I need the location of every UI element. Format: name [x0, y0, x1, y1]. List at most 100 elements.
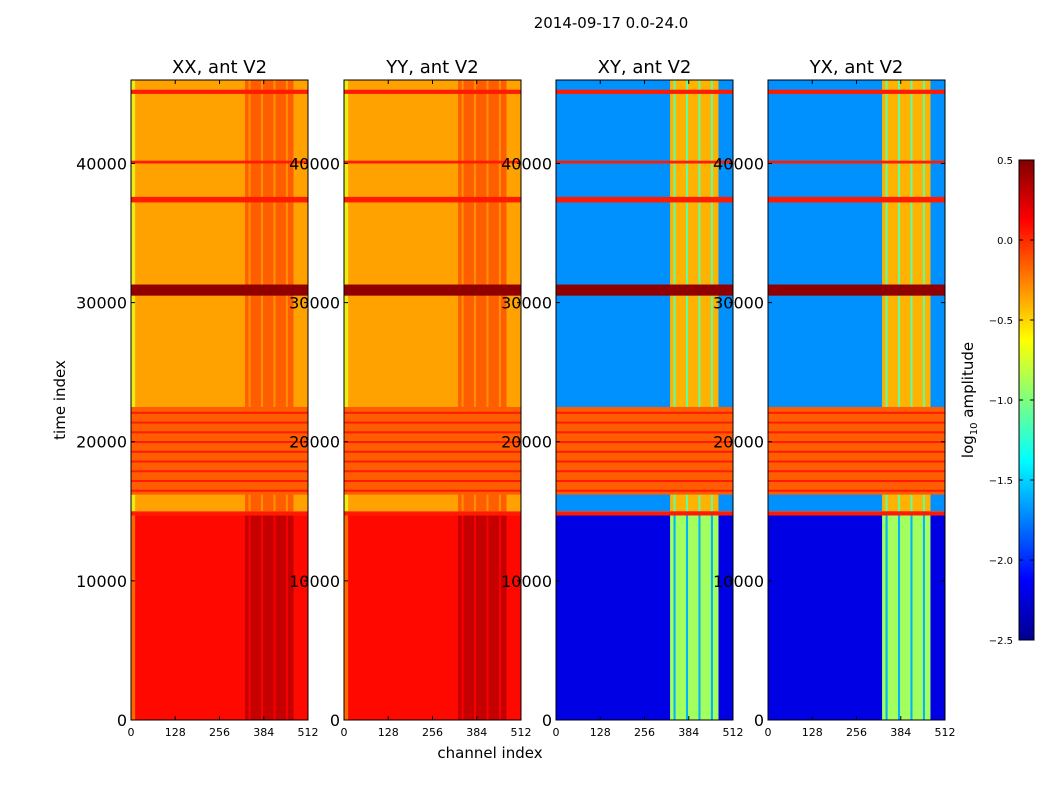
- x-tick-label: 512: [298, 726, 319, 739]
- flagged-stripe: [556, 489, 733, 492]
- panel-title: YX, ant V2: [809, 57, 904, 78]
- flagged-stripe: [344, 470, 521, 473]
- flagged-stripe: [344, 460, 521, 463]
- x-axis-label: channel index: [437, 744, 542, 762]
- x-tick-label: 384: [678, 726, 699, 739]
- y-axis-label: time index: [51, 360, 69, 440]
- heatmap-stripe: [273, 515, 276, 720]
- y-tick-label: 0: [542, 711, 552, 730]
- panel-title: XY, ant V2: [598, 57, 692, 78]
- x-tick-label: 256: [846, 726, 867, 739]
- flagged-band: [768, 511, 945, 516]
- heatmap-bright-band: [245, 515, 294, 720]
- colorbar-tick-label: −2.5: [989, 636, 1013, 647]
- colorbar-tick-label: −1.0: [989, 396, 1013, 407]
- flagged-stripe: [768, 470, 945, 473]
- x-tick-label: 128: [378, 726, 399, 739]
- heatmap-stripe: [885, 515, 888, 720]
- flagged-stripe: [131, 441, 308, 444]
- heatmap-stripe: [673, 515, 676, 720]
- flagged-band: [556, 160, 733, 164]
- flagged-band: [344, 196, 521, 203]
- x-tick-label: 256: [209, 726, 230, 739]
- x-tick-label: 128: [802, 726, 823, 739]
- panel-title: XX, ant V2: [172, 57, 267, 78]
- x-tick-label: 384: [253, 726, 274, 739]
- y-tick-label: 40000: [289, 154, 340, 173]
- y-tick-label: 30000: [289, 294, 340, 313]
- x-tick-label: 384: [890, 726, 911, 739]
- figure-title: 2014-09-17 0.0-24.0: [534, 14, 689, 32]
- flagged-band: [556, 196, 733, 203]
- x-tick-label: 0: [765, 726, 772, 739]
- y-tick-label: 0: [117, 711, 127, 730]
- heatmap-stripe: [710, 515, 713, 720]
- flagged-stripe: [768, 460, 945, 463]
- heatmap-stripe: [897, 515, 901, 720]
- flagged-stripe: [344, 421, 521, 424]
- heatmap-bright-band: [882, 515, 931, 720]
- flagged-stripe: [131, 450, 308, 453]
- heatmap-edge: [344, 515, 349, 720]
- flagged-stripe: [344, 431, 521, 434]
- colorbar-label-sub: 10: [969, 422, 980, 435]
- flagged-stripe: [556, 480, 733, 482]
- flagged-band: [131, 160, 308, 164]
- x-tick-label: 128: [590, 726, 611, 739]
- flagged-stripe: [131, 470, 308, 473]
- panel-4: YX, ant V2 0 128 256 384 512 0 10000 20000 30000 4…: [713, 57, 955, 739]
- flagged-stripe: [131, 460, 308, 463]
- flagged-stripe: [768, 411, 945, 414]
- flagged-band: [344, 511, 521, 516]
- flagged-band: [344, 89, 521, 94]
- y-tick-label: 20000: [289, 433, 340, 452]
- flagged-stripe: [556, 460, 733, 463]
- x-tick-label: 0: [341, 726, 348, 739]
- colorbar-tick-label: −0.5: [989, 316, 1013, 327]
- flagged-band: [768, 89, 945, 94]
- x-tick-label: 256: [422, 726, 443, 739]
- colorbar-ticks: 0.5 0.0 −0.5 −1.0 −1.5 −2.0 −2.5: [989, 156, 1034, 647]
- x-tick-label: 0: [553, 726, 560, 739]
- heatmap-bright-band: [670, 515, 719, 720]
- flagged-band: [556, 511, 733, 516]
- heatmap-stripe: [685, 515, 689, 720]
- flagged-stripe: [131, 431, 308, 434]
- flagged-stripe: [556, 421, 733, 424]
- flagged-stripe: [131, 489, 308, 492]
- heatmap-stripe: [248, 515, 251, 720]
- flagged-band: [556, 89, 733, 94]
- flagged-stripe: [768, 421, 945, 424]
- flagged-stripe: [344, 411, 521, 414]
- panels-group: XX, ant V2 0 128 256 384 512 0 10000 20000 30000 4…: [76, 57, 955, 739]
- y-tick-label: 20000: [501, 433, 552, 452]
- flagged-stripe: [131, 411, 308, 414]
- heatmap-stripe: [910, 515, 913, 720]
- panel-2: YY, ant V2 0 128 256 384 512 0 10000 20000 30000 4…: [289, 57, 531, 739]
- flagged-band: [344, 160, 521, 164]
- colorbar-tick-label: 0.5: [997, 156, 1013, 167]
- y-tick-label: 10000: [501, 572, 552, 591]
- y-tick-label: 20000: [76, 433, 127, 452]
- flagged-stripe: [556, 450, 733, 453]
- colorbar-label: log10 amplitude: [959, 342, 980, 458]
- y-tick-label: 20000: [713, 433, 764, 452]
- flagged-stripe: [344, 480, 521, 482]
- colorbar-tick-label: −1.5: [989, 476, 1013, 487]
- y-tick-label: 0: [754, 711, 764, 730]
- flagged-band: [131, 196, 308, 203]
- y-tick-label: 10000: [76, 572, 127, 591]
- heatmap-stripe: [473, 515, 477, 720]
- panel-title: YY, ant V2: [385, 57, 478, 78]
- y-tick-label: 0: [330, 711, 340, 730]
- y-tick-label: 10000: [289, 572, 340, 591]
- x-tick-label: 0: [128, 726, 135, 739]
- y-tick-label: 40000: [501, 154, 552, 173]
- x-tick-label: 512: [723, 726, 744, 739]
- x-tick-label: 512: [935, 726, 956, 739]
- flagged-stripe: [556, 470, 733, 473]
- y-tick-label: 30000: [713, 294, 764, 313]
- panel-3: XY, ant V2 0 128 256 384 512 0 10000 20000 30000 4…: [501, 57, 743, 739]
- flagged-band: [768, 196, 945, 203]
